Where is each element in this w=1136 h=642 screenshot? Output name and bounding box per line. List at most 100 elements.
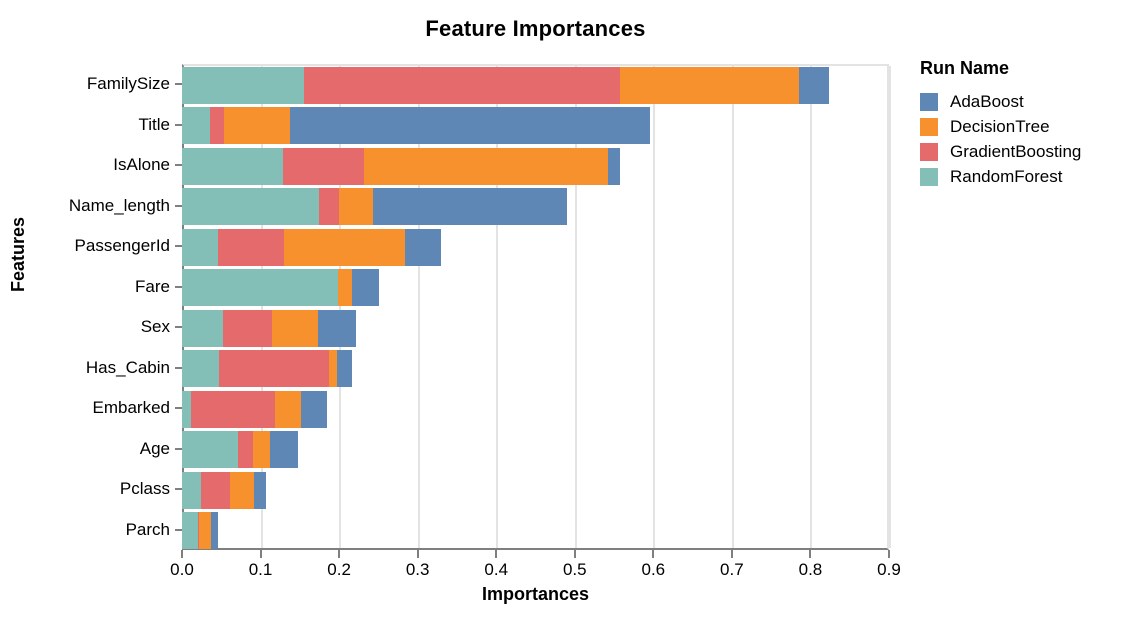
y-tick-FamilySize: [175, 83, 182, 86]
legend-label-adaboost: AdaBoost: [950, 91, 1024, 111]
gridline-x-0.5: [574, 66, 577, 548]
legend: Run Name AdaBoost DecisionTree GradientBoo…: [920, 58, 1081, 189]
x-axis-label-0.0: 0.0: [170, 560, 194, 579]
gridline-x-0.9: [889, 66, 891, 548]
x-axis-label-0.2: 0.2: [327, 560, 351, 579]
bar-segment-IsAlone-DecisionTree: [364, 147, 608, 185]
bar-segment-Fare-RandomForest: [182, 269, 338, 307]
bar-segment-Fare-AdaBoost: [351, 269, 380, 307]
x-tick-0.1: [259, 550, 262, 558]
gridline-x-0.7: [731, 66, 734, 548]
y-tick-Has_Cabin: [175, 366, 182, 369]
bar-segment-Has_Cabin-RandomForest: [182, 350, 219, 388]
x-axis-label-0.8: 0.8: [798, 560, 823, 579]
legend-swatch-gradientboosting: [920, 142, 938, 161]
legend-swatch-decisiontree: [920, 117, 938, 136]
y-tick-Sex: [175, 326, 182, 329]
legend-label-decisiontree: DecisionTree: [950, 116, 1050, 136]
bar-segment-Title-AdaBoost: [290, 107, 651, 145]
bar-segment-Has_Cabin-DecisionTree: [328, 350, 337, 388]
bar-segment-PassengerId-GradientBoosting: [218, 228, 285, 266]
legend-swatch-randomforest: [920, 167, 938, 186]
y-axis-label-IsAlone: IsAlone: [113, 155, 170, 175]
y-axis-label-Title: Title: [138, 114, 171, 134]
gridline-x-0.8: [810, 66, 813, 548]
x-tick-0.6: [652, 550, 655, 558]
bar-segment-Sex-DecisionTree: [271, 309, 318, 347]
x-axis-label-0.5: 0.5: [562, 560, 587, 579]
bar-segment-Fare-GradientBoosting: [337, 269, 339, 307]
y-tick-Parch: [175, 528, 182, 531]
bar-segment-Title-DecisionTree: [224, 107, 291, 145]
legend-item-adaboost: AdaBoost: [920, 89, 1081, 114]
y-axis-label-Has_Cabin: Has_Cabin: [85, 357, 170, 377]
y-axis-label-Fare: Fare: [135, 276, 170, 296]
y-tick-Age: [175, 447, 182, 450]
bar-segment-FamilySize-GradientBoosting: [303, 66, 620, 104]
bar-segment-IsAlone-GradientBoosting: [283, 147, 365, 185]
chart-title: Feature Importances: [425, 16, 646, 41]
bar-segment-IsAlone-RandomForest: [182, 147, 284, 185]
y-tick-Name_length: [175, 204, 182, 207]
bar-segment-FamilySize-RandomForest: [182, 66, 304, 104]
bar-segment-PassengerId-RandomForest: [182, 228, 219, 266]
bar-segment-Parch-RandomForest: [182, 512, 198, 550]
legend-item-group: AdaBoost DecisionTree GradientBoosting Rand…: [920, 89, 1081, 189]
bar-segment-Title-RandomForest: [182, 107, 211, 145]
bar-segment-Age-DecisionTree: [252, 431, 270, 469]
bar-segment-Parch-GradientBoosting: [197, 512, 200, 550]
legend-swatch-adaboost: [920, 92, 938, 111]
gridline-x-0.6: [653, 66, 656, 548]
bar-segment-FamilySize-AdaBoost: [799, 66, 830, 104]
x-axis-label-0.9: 0.9: [877, 560, 901, 579]
bar-segment-Name_length-RandomForest: [182, 188, 320, 226]
bar-segment-Parch-AdaBoost: [211, 512, 219, 550]
legend-label-gradientboosting: GradientBoosting: [950, 141, 1082, 161]
y-axis-label-Pclass: Pclass: [119, 479, 170, 499]
bar-segment-PassengerId-DecisionTree: [284, 228, 406, 266]
bar-segment-Pclass-AdaBoost: [254, 471, 267, 509]
bar-segment-Sex-GradientBoosting: [222, 309, 272, 347]
y-axis-label-PassengerId: PassengerId: [74, 236, 170, 256]
x-axis-label-0.1: 0.1: [248, 560, 273, 579]
bar-segment-Name_length-DecisionTree: [339, 188, 373, 226]
y-tick-PassengerId: [175, 245, 182, 248]
legend-label-randomforest: RandomForest: [950, 166, 1063, 186]
x-tick-0.4: [495, 550, 498, 558]
y-axis-label-Parch: Parch: [125, 519, 170, 539]
bar-segment-Name_length-GradientBoosting: [319, 188, 340, 226]
bar-segment-Embarked-GradientBoosting: [190, 390, 275, 428]
y-tick-Fare: [175, 285, 182, 288]
x-tick-0.9: [888, 550, 890, 558]
gridline-x-0.4: [496, 66, 499, 548]
gridline-x-0.1: [260, 66, 263, 548]
bar-segment-Age-GradientBoosting: [237, 431, 253, 469]
bar-segment-Has_Cabin-AdaBoost: [336, 350, 353, 388]
legend-title: Run Name: [920, 58, 1010, 78]
legend-item-decisiontree: DecisionTree: [920, 114, 1081, 139]
bar-segment-Age-AdaBoost: [269, 431, 299, 469]
legend-item-randomforest: RandomForest: [920, 164, 1081, 189]
bar-segment-Has_Cabin-GradientBoosting: [218, 350, 329, 388]
legend-item-gradientboosting: GradientBoosting: [920, 139, 1081, 164]
plot-area: [182, 64, 891, 550]
x-axis-label-0.3: 0.3: [405, 560, 430, 579]
x-axis-label-0.6: 0.6: [641, 560, 666, 579]
x-tick-0.2: [338, 550, 341, 558]
y-tick-IsAlone: [175, 164, 182, 167]
y-axis-label-Sex: Sex: [140, 317, 170, 337]
bar-segment-IsAlone-AdaBoost: [607, 147, 621, 185]
y-axis-label-Age: Age: [139, 438, 170, 458]
y-tick-Title: [175, 123, 182, 126]
bar-segment-Age-RandomForest: [182, 431, 238, 469]
bar-segment-Name_length-AdaBoost: [372, 188, 567, 226]
bar-segment-Pclass-DecisionTree: [229, 471, 255, 509]
y-tick-Pclass: [175, 488, 182, 491]
y-axis-label-Name_length: Name_length: [68, 195, 170, 215]
bar-segment-Pclass-RandomForest: [182, 471, 201, 509]
bar-segment-Embarked-AdaBoost: [300, 390, 327, 428]
bar-segment-Embarked-DecisionTree: [274, 390, 301, 428]
x-tick-0.5: [573, 550, 576, 558]
x-axis-label-0.4: 0.4: [484, 560, 509, 579]
y-axis-label-FamilySize: FamilySize: [86, 74, 170, 94]
